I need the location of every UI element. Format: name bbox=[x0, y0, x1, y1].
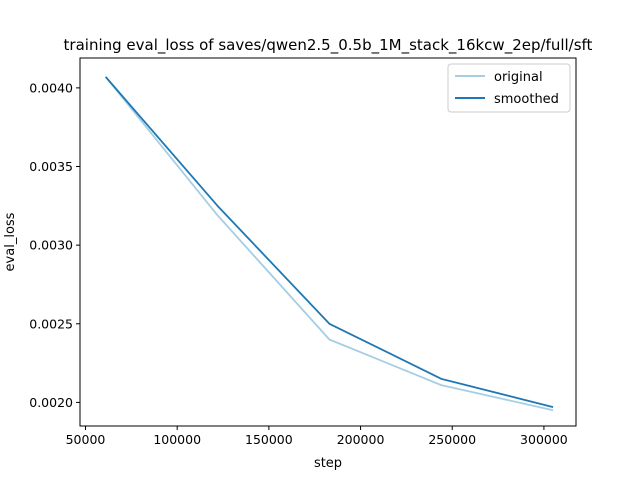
legend-label-original: original bbox=[494, 70, 543, 85]
plot-frame bbox=[79, 57, 577, 427]
legend: original smoothed bbox=[447, 63, 571, 113]
x-tick-label: 50000 bbox=[66, 432, 106, 447]
y-tick-label: 0.0035 bbox=[29, 159, 73, 174]
x-tick-label: 250000 bbox=[428, 432, 476, 447]
y-tick-label: 0.0030 bbox=[29, 238, 73, 253]
x-tick-label: 300000 bbox=[520, 432, 568, 447]
plot-series bbox=[104, 76, 554, 412]
x-tick-label: 100000 bbox=[153, 432, 201, 447]
chart-title: training eval_loss of saves/qwen2.5_0.5b… bbox=[64, 36, 593, 55]
y-tick-label: 0.0025 bbox=[29, 316, 73, 331]
x-tick-label: 200000 bbox=[337, 432, 385, 447]
x-axis-label: step bbox=[314, 456, 342, 471]
y-tick-label: 0.0020 bbox=[29, 395, 73, 410]
y-axis-label: eval_loss bbox=[3, 212, 18, 271]
x-tick-label: 150000 bbox=[245, 432, 293, 447]
y-tick-label: 0.0040 bbox=[29, 80, 73, 95]
axes-ticks: 50000 100000 150000 200000 250000 300000 0.002… bbox=[29, 80, 568, 447]
legend-label-smoothed: smoothed bbox=[494, 92, 559, 107]
